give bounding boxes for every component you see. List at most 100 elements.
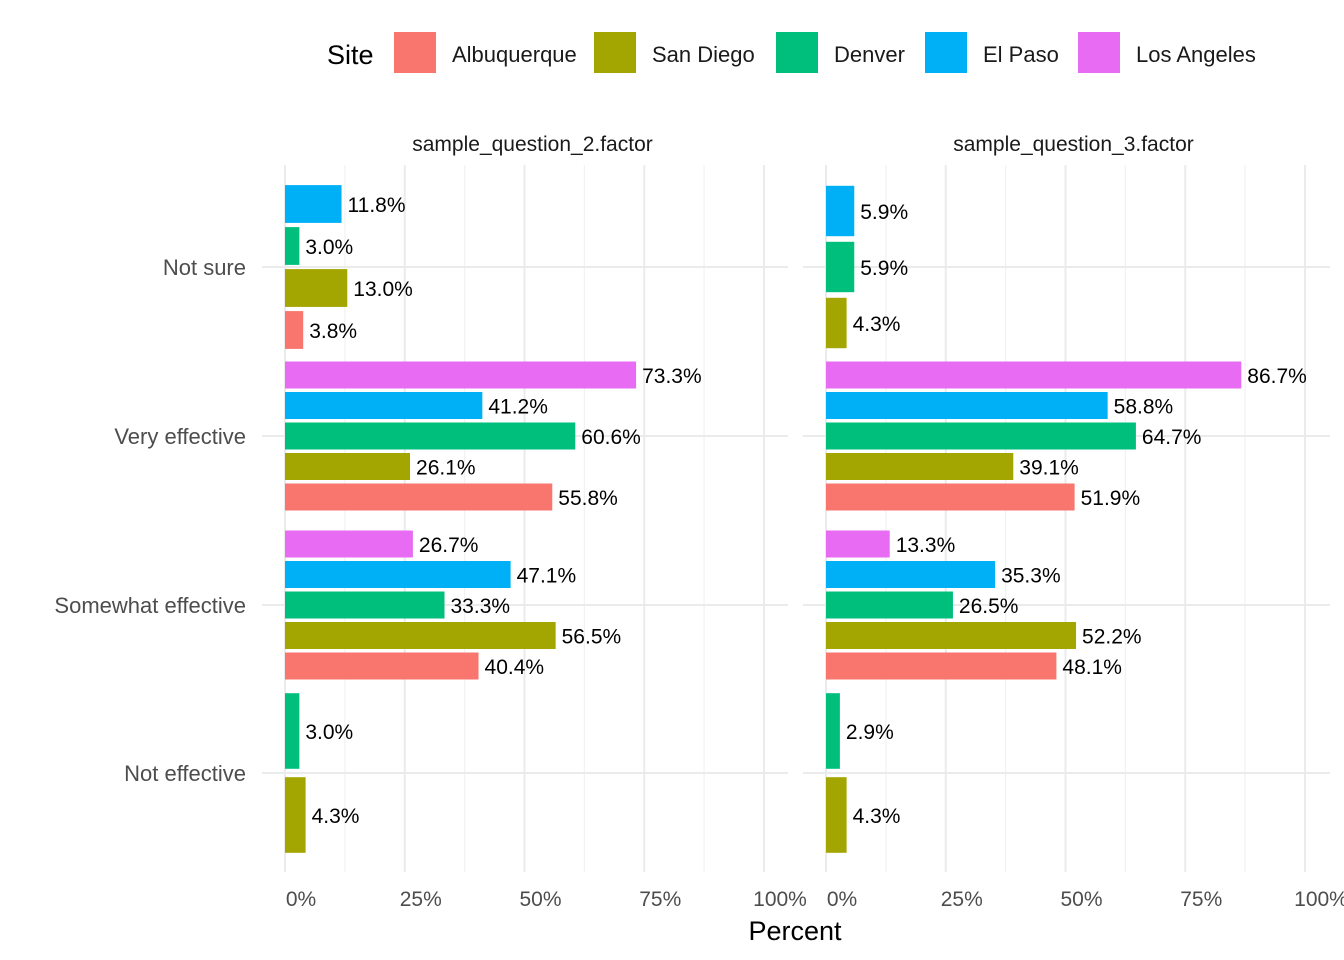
category-label: Not sure xyxy=(163,255,246,280)
bar-value-label: 58.8% xyxy=(1114,396,1174,419)
bar-value-label: 4.3% xyxy=(853,313,901,336)
bar-group-very-effective: 73.3% 41.2% 60.6% 26.1% 55.8% xyxy=(285,361,702,511)
bar-group-somewhat-effective: 13.3% 35.3% 26.5% 52.2% 48.1% xyxy=(826,530,1142,680)
bar-value-label: 3.0% xyxy=(305,721,353,744)
facet-panel-1: sample_question_2.factor 0% 25% 50% 75% 100% 1… xyxy=(262,133,807,911)
legend-swatch xyxy=(776,32,818,73)
bar-value-label: 26.7% xyxy=(419,534,479,557)
bar-denver xyxy=(285,693,300,769)
bar-group-not-effective: 2.9% 4.3% xyxy=(826,693,900,853)
bar-value-label: 40.4% xyxy=(485,656,545,679)
legend-item-denver: Denver xyxy=(776,32,905,73)
bar-value-label: 39.1% xyxy=(1019,457,1079,480)
bar-group-not-sure: 11.8% 3.0%13.0% 3.8% xyxy=(285,185,413,349)
bar-los-angeles xyxy=(826,361,1242,389)
x-tick-label: 50% xyxy=(1060,888,1102,911)
legend-label: San Diego xyxy=(652,42,755,67)
legend-item-san-diego: San Diego xyxy=(594,32,755,73)
bar-san-diego xyxy=(285,269,348,307)
legend-title: Site xyxy=(327,40,374,70)
bar-value-label: 2.9% xyxy=(846,721,894,744)
bar-san-diego xyxy=(826,622,1077,649)
category-label: Not effective xyxy=(124,761,246,786)
bar-value-label: 13.0% xyxy=(353,278,413,301)
bar-value-label: 64.7% xyxy=(1142,426,1202,449)
bar-value-label: 33.3% xyxy=(451,595,511,618)
bar-el-paso xyxy=(826,561,996,588)
legend-label: El Paso xyxy=(983,42,1059,67)
legend-label: Denver xyxy=(834,42,905,67)
bar-albuquerque xyxy=(285,652,479,680)
legend-swatch xyxy=(594,32,636,73)
bar-denver xyxy=(285,227,300,265)
bar-san-diego xyxy=(826,453,1014,480)
bar-value-label: 47.1% xyxy=(517,565,577,588)
bar-value-label: 56.5% xyxy=(562,626,622,649)
bar-albuquerque xyxy=(826,652,1057,680)
bar-albuquerque xyxy=(826,483,1075,511)
bar-denver xyxy=(826,693,840,769)
bar-los-angeles xyxy=(285,530,413,558)
bar-los-angeles xyxy=(826,530,890,558)
bar-group-somewhat-effective: 26.7% 47.1% 33.3% 56.5% 40.4% xyxy=(285,530,622,680)
legend-swatch xyxy=(394,32,436,73)
x-tick-label: 0% xyxy=(827,888,857,911)
bar-el-paso xyxy=(285,561,511,588)
y-axis-labels: Not sure Very effective Somewhat effective… xyxy=(54,255,246,786)
bar-san-diego xyxy=(826,297,847,349)
bar-value-label: 41.2% xyxy=(488,396,548,419)
bar-value-label: 51.9% xyxy=(1081,487,1141,510)
legend-item-albuquerque: Albuquerque xyxy=(394,32,577,73)
legend-item-los-angeles: Los Angeles xyxy=(1078,32,1256,73)
legend-label: Albuquerque xyxy=(452,42,577,67)
bar-value-label: 3.0% xyxy=(305,236,353,259)
bar-value-label: 11.8% xyxy=(348,194,406,217)
bar-group-very-effective: 86.7% 58.8% 64.7% 39.1%51.9% xyxy=(826,361,1307,511)
bar-value-label: 48.1% xyxy=(1062,656,1122,679)
category-label: Somewhat effective xyxy=(54,593,246,618)
bar-value-label: 4.3% xyxy=(853,805,901,828)
bar-value-label: 35.3% xyxy=(1001,565,1061,588)
legend-swatch xyxy=(1078,32,1120,73)
facet-title: sample_question_3.factor xyxy=(953,133,1194,156)
bar-value-label: 26.1% xyxy=(416,457,476,480)
bar-los-angeles xyxy=(285,361,637,389)
facets: sample_question_2.factor 0% 25% 50% 75% 100% 1… xyxy=(54,133,1344,911)
x-axis-title: Percent xyxy=(748,916,842,946)
bar-albuquerque xyxy=(285,483,553,511)
bar-denver xyxy=(826,422,1136,450)
facet-title: sample_question_2.factor xyxy=(412,133,653,156)
bar-group-not-sure: 5.9% 5.9% 4.3% xyxy=(826,185,908,349)
bar-value-label: 4.3% xyxy=(312,805,360,828)
bar-value-label: 3.8% xyxy=(309,320,357,343)
legend-item-el-paso: El Paso xyxy=(925,32,1059,73)
x-tick-label: 0% xyxy=(286,888,316,911)
legend-label: Los Angeles xyxy=(1136,42,1256,67)
x-tick-label: 50% xyxy=(519,888,561,911)
bar-el-paso xyxy=(285,392,483,419)
bar-value-label: 86.7% xyxy=(1247,365,1307,388)
bar-san-diego xyxy=(285,453,411,480)
legend: Site Albuquerque San Diego Denver El Paso Lo… xyxy=(327,32,1256,73)
bar-value-label: 5.9% xyxy=(860,201,908,224)
x-tick-label: 75% xyxy=(639,888,681,911)
bar-value-label: 13.3% xyxy=(896,534,956,557)
bar-value-label: 52.2% xyxy=(1082,626,1142,649)
bar-value-label: 60.6% xyxy=(581,426,641,449)
bar-value-label: 73.3% xyxy=(642,365,702,388)
bar-denver xyxy=(285,591,445,619)
bar-san-diego xyxy=(285,622,556,649)
x-tick-label: 75% xyxy=(1180,888,1222,911)
bar-el-paso xyxy=(285,185,342,223)
bar-denver xyxy=(826,241,855,293)
bar-el-paso xyxy=(826,392,1108,419)
bar-albuquerque xyxy=(285,311,304,349)
category-label: Very effective xyxy=(114,424,246,449)
bar-denver xyxy=(285,422,576,450)
x-tick-label: 25% xyxy=(941,888,983,911)
x-tick-label: 25% xyxy=(400,888,442,911)
bar-value-label: 26.5% xyxy=(959,595,1019,618)
facet-panel-2: sample_question_3.factor 0% 25% 50% 75% 100% 5… xyxy=(803,133,1344,911)
legend-swatch xyxy=(925,32,967,73)
